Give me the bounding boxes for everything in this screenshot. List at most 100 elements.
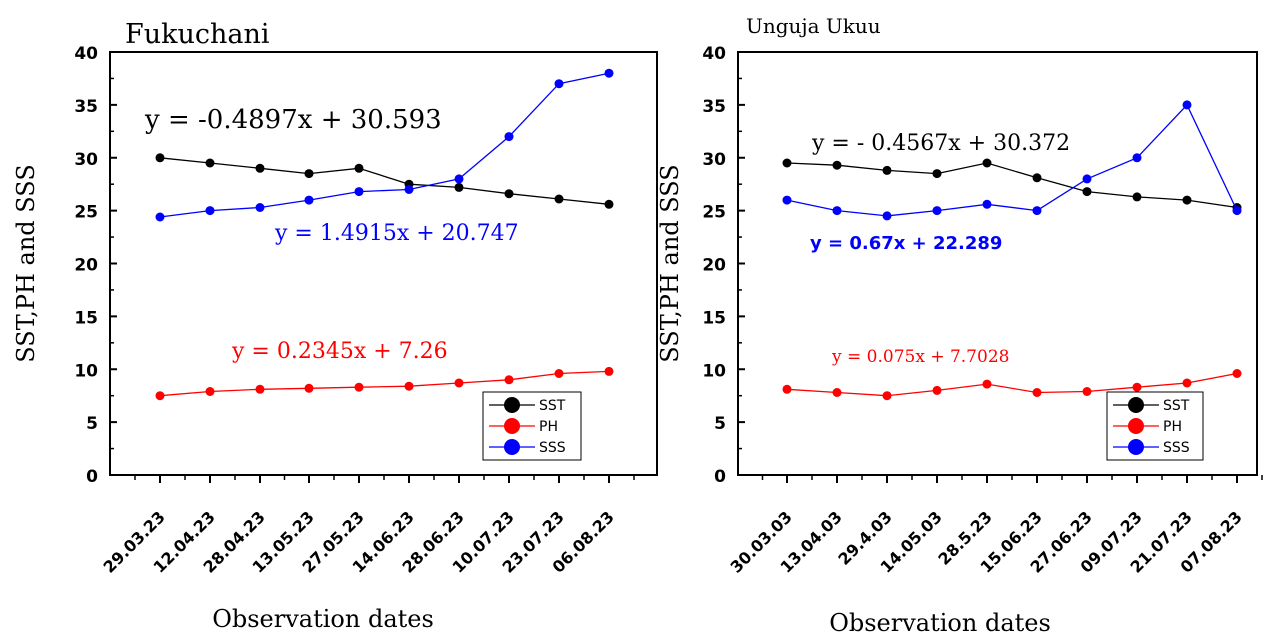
y-tick-label: 30 — [74, 150, 98, 170]
y-tick-label: 20 — [702, 256, 726, 276]
data-point-sst — [1132, 192, 1142, 202]
y-tick-label: 0 — [86, 467, 98, 487]
equation-label-sss: y = 1.4915x + 20.747 — [274, 221, 519, 246]
legend-marker-ph — [504, 418, 520, 434]
y-tick-label: 15 — [74, 308, 98, 328]
data-point-ph — [604, 366, 614, 376]
data-point-sss — [832, 206, 842, 216]
data-point-ph — [782, 384, 792, 394]
y-tick-label: 10 — [74, 361, 98, 381]
equation-label-sss: y = 0.67x + 22.289 — [810, 233, 1002, 254]
data-point-sss — [404, 185, 414, 194]
y-tick-label: 5 — [714, 414, 726, 434]
legend-label-sst: SST — [539, 398, 566, 414]
data-point-sst — [354, 163, 364, 173]
series-ph — [155, 366, 614, 401]
data-point-ph — [554, 369, 564, 378]
series-line-sst — [786, 162, 1238, 209]
data-point-ph — [304, 383, 314, 393]
data-point-ph — [832, 388, 842, 397]
chart-panel-1: Fukuchani051015202530354029.03.2312.04.2… — [12, 19, 658, 633]
equation-label-ph: y = 0.075x + 7.7028 — [831, 347, 1009, 367]
y-tick-label: 0 — [714, 467, 726, 487]
x-axis-label: Observation dates — [829, 609, 1051, 637]
legend-label-sss: SSS — [539, 440, 566, 456]
equation-label-sst: y = -0.4897x + 30.593 — [144, 105, 442, 135]
series-line-sss — [786, 103, 1238, 217]
data-point-sss — [454, 174, 464, 184]
data-point-sss — [1232, 206, 1242, 216]
series-sss — [782, 100, 1242, 221]
data-point-sst — [205, 158, 215, 168]
data-point-sss — [932, 206, 942, 216]
series-line-sss — [159, 72, 610, 218]
data-point-ph — [205, 387, 215, 396]
series-line-sst — [159, 157, 610, 205]
series-line-ph — [159, 370, 610, 397]
data-point-ph — [454, 378, 464, 388]
legend-marker-ph — [1128, 418, 1144, 434]
y-tick-label: 20 — [74, 256, 98, 276]
series-sss — [155, 68, 614, 222]
data-point-sst — [1182, 195, 1192, 205]
data-point-ph — [932, 385, 942, 395]
legend-marker-sss — [1128, 439, 1144, 455]
data-point-ph — [982, 379, 992, 389]
data-point-sst — [832, 160, 842, 170]
data-point-sss — [604, 68, 614, 78]
data-point-ph — [1232, 369, 1242, 378]
data-point-ph — [155, 391, 165, 401]
equation-label-ph: y = 0.2345x + 7.26 — [231, 339, 448, 364]
data-point-sst — [1082, 187, 1092, 197]
legend-label-ph: PH — [539, 419, 558, 435]
data-point-sss — [1182, 100, 1192, 110]
data-point-sst — [304, 169, 314, 179]
data-point-sst — [554, 194, 564, 204]
data-point-sst — [932, 169, 942, 179]
data-point-sss — [155, 212, 165, 222]
data-point-sst — [782, 158, 792, 168]
data-point-sss — [1132, 153, 1142, 163]
legend: SST PH SSS — [1106, 391, 1204, 461]
y-axis-label: SST,PH and SSS — [12, 164, 40, 363]
y-tick-label: 10 — [702, 361, 726, 381]
data-point-sst — [604, 199, 614, 209]
data-point-sss — [304, 195, 314, 205]
data-point-sst — [454, 182, 464, 192]
y-tick-label: 40 — [74, 44, 98, 64]
chart-title: Unguja Ukuu — [746, 14, 881, 38]
y-tick-label: 30 — [702, 150, 726, 170]
y-tick-label: 35 — [74, 97, 98, 117]
y-tick-label: 25 — [702, 203, 726, 223]
data-point-sst — [255, 163, 265, 173]
legend-marker-sss — [504, 439, 520, 455]
data-point-sss — [882, 211, 892, 221]
data-point-sst — [1032, 173, 1042, 183]
data-point-sss — [1032, 206, 1042, 216]
data-point-sss — [554, 79, 564, 89]
legend: SST PH SSS — [482, 391, 582, 461]
legend-label-ph: PH — [1163, 419, 1182, 435]
data-point-sst — [504, 189, 514, 199]
x-axis-label: Observation dates — [212, 605, 434, 633]
data-point-sss — [1082, 174, 1092, 184]
data-point-ph — [882, 391, 892, 401]
y-tick-label: 40 — [702, 44, 726, 64]
data-point-ph — [1182, 378, 1192, 388]
legend-marker-sst — [504, 397, 520, 413]
y-tick-label: 25 — [74, 203, 98, 223]
data-point-sss — [354, 187, 364, 197]
data-point-ph — [354, 382, 364, 392]
chart-panel-2: Unguja Ukuu051015202530354030.03.0313.04… — [656, 14, 1263, 637]
data-point-ph — [1082, 387, 1092, 396]
data-point-sst — [155, 153, 165, 163]
data-point-sss — [982, 199, 992, 209]
legend-marker-sst — [1128, 397, 1144, 413]
data-point-sss — [782, 195, 792, 205]
equation-label-sst: y = - 0.4567x + 30.372 — [811, 131, 1070, 156]
y-axis-label: SST,PH and SSS — [656, 164, 684, 363]
chart-title: Fukuchani — [125, 19, 270, 50]
data-point-ph — [1032, 388, 1042, 397]
series-sst — [782, 158, 1242, 212]
